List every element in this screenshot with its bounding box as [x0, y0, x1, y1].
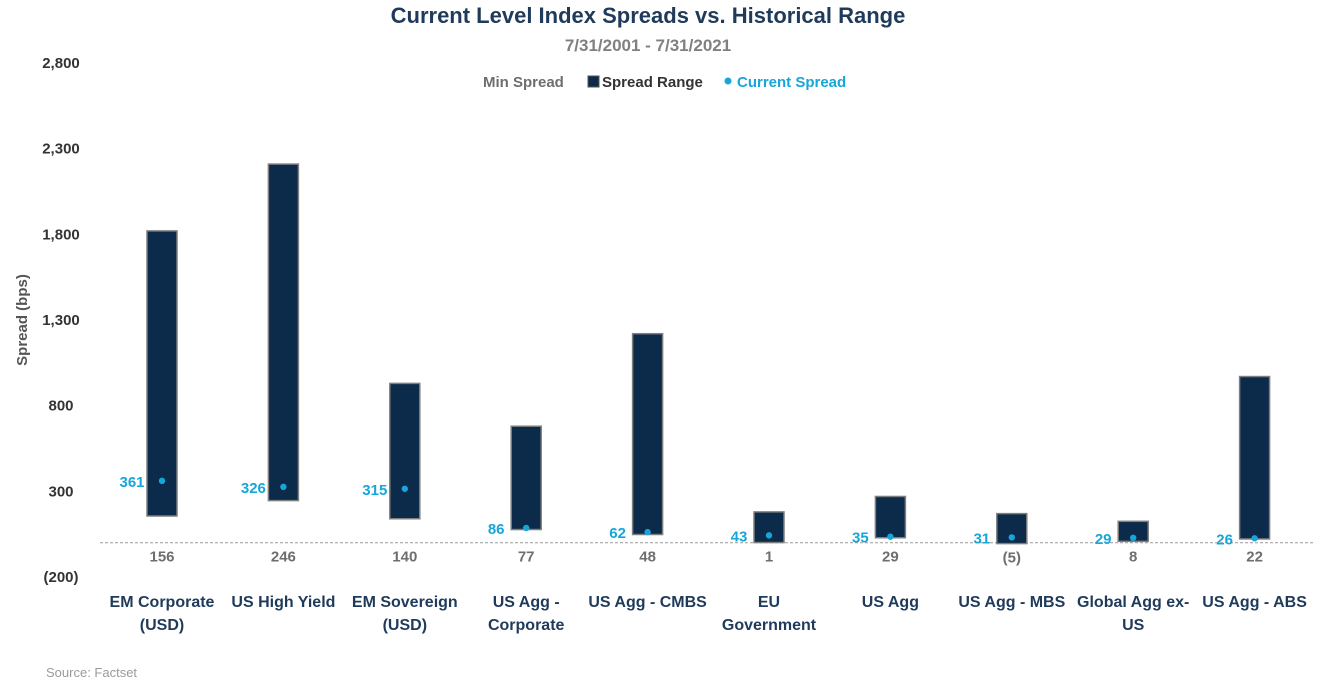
legend-current-spread: Current Spread	[737, 74, 846, 91]
y-tick-label: 2,800	[42, 55, 80, 72]
current-spread-marker	[1251, 535, 1258, 542]
y-tick-label: 2,300	[42, 141, 80, 158]
category-label: US Agg	[862, 594, 919, 611]
spread-range-bar	[753, 511, 785, 544]
y-tick-label: (200)	[43, 569, 78, 586]
min-spread-label: (5)	[1003, 550, 1021, 567]
spread-range-bar	[267, 163, 300, 502]
current-spread-marker	[887, 533, 894, 540]
legend-current-marker	[724, 77, 732, 85]
y-tick-label: 300	[48, 483, 73, 500]
spread-range-bar	[510, 425, 542, 531]
spread-range-bar	[146, 230, 178, 517]
current-spread-marker	[1008, 534, 1015, 541]
category-label: EM Sovereign	[352, 594, 458, 611]
y-axis-title: Spread (bps)	[14, 274, 31, 366]
current-spread-label: 62	[609, 525, 626, 542]
current-spread-marker	[765, 532, 773, 539]
y-tick-label: 1,300	[42, 312, 80, 329]
spread-range-bar	[631, 332, 664, 536]
source-note: Source: Factset	[46, 665, 137, 680]
category-label: Corporate	[488, 617, 565, 634]
min-spread-label: 156	[149, 549, 174, 566]
min-spread-label: 77	[518, 549, 535, 566]
min-spread-label: 29	[882, 549, 899, 566]
current-spread-label: 31	[973, 530, 990, 547]
current-spread-marker	[158, 477, 166, 485]
category-label: EM Corporate	[110, 594, 215, 611]
current-spread-label: 43	[731, 528, 748, 545]
category-label: US Agg - MBS	[958, 594, 1065, 611]
min-spread-label: 48	[639, 549, 656, 566]
category-label: EU	[758, 594, 780, 611]
current-spread-label: 326	[241, 480, 266, 497]
current-spread-label: 26	[1216, 531, 1233, 548]
category-label: US Agg -	[493, 594, 560, 611]
min-spread-label: 8	[1129, 549, 1137, 566]
y-tick-label: 1,800	[42, 226, 80, 243]
category-label: (USD)	[140, 617, 184, 634]
min-spread-label: 1	[765, 549, 773, 566]
category-label: US High Yield	[231, 594, 335, 611]
category-label: US Agg - ABS	[1202, 594, 1307, 611]
current-spread-label: 315	[362, 482, 387, 499]
spread-range-bar	[874, 495, 907, 539]
y-tick-label: 800	[48, 398, 73, 415]
min-spread-label: 22	[1246, 549, 1263, 566]
category-label: (USD)	[383, 617, 427, 634]
current-spread-marker	[523, 524, 530, 532]
current-spread-label: 361	[119, 474, 144, 491]
min-spread-label: 140	[392, 549, 417, 566]
series-bars: 361 156 EM Corporate (USD) 326 246 US High Yie…	[110, 163, 1307, 634]
chart-title: Current Level Index Spreads vs. Historic…	[391, 3, 906, 28]
current-spread-label: 86	[488, 521, 505, 538]
spread-range-bar	[1117, 520, 1149, 543]
current-spread-marker	[280, 483, 287, 491]
legend-spread-range: Spread Range	[602, 74, 703, 91]
spread-range-bar	[389, 382, 421, 520]
legend-min-spread: Min Spread	[483, 74, 564, 91]
category-label: Global Agg ex-	[1077, 594, 1189, 611]
chart-subtitle: 7/31/2001 - 7/31/2021	[565, 36, 731, 55]
y-axis: 2,800 2,300 1,800 1,300 800 300 (200)	[42, 55, 80, 586]
category-label: US	[1122, 617, 1145, 634]
spread-range-bar	[1238, 375, 1271, 540]
current-spread-label: 35	[852, 530, 869, 547]
current-spread-marker	[1130, 534, 1137, 541]
current-spread-marker	[401, 485, 408, 492]
current-spread-marker	[644, 528, 651, 536]
legend-range-swatch	[587, 75, 600, 88]
category-label: US Agg - CMBS	[588, 594, 707, 611]
min-spread-label: 246	[271, 549, 296, 566]
legend: Min Spread Spread Range Current Spread	[483, 74, 846, 91]
category-label: Government	[722, 617, 817, 634]
current-spread-label: 29	[1095, 531, 1112, 548]
